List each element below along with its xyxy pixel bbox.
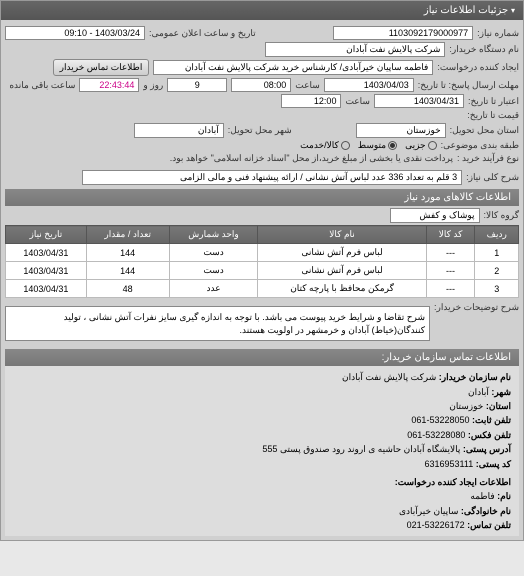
city-field: آبادان xyxy=(134,123,224,138)
contact-section: نام سازمان خریدار: شرکت پالایش نفت آبادا… xyxy=(5,366,519,536)
province-field: خوزستان xyxy=(356,123,446,138)
contact-buyer-button[interactable]: اطلاعات تماس خریدار xyxy=(53,59,150,76)
deadline-date-field: 1403/04/03 xyxy=(324,78,414,92)
classification-label: طبقه بندی موضوعی: xyxy=(441,140,519,151)
conditions-text: شرح تقاضا و شرایط خرید پیوست می باشد. با… xyxy=(5,306,430,341)
process-label: نوع فرآیند خرید : xyxy=(457,153,519,164)
goods-table: ردیفکد کالانام کالاواحد شمارشتعداد / مقد… xyxy=(5,225,519,298)
request-no-field: 1103092179000977 xyxy=(333,26,473,40)
radio-partial[interactable]: جزیی xyxy=(405,140,437,151)
buyer-label: نام دستگاه خریدار: xyxy=(449,44,519,55)
chevron-icon: ▾ xyxy=(511,6,515,15)
table-header: نام کالا xyxy=(258,226,426,244)
buyer-field: شرکت پالایش نفت آبادان xyxy=(265,42,445,57)
announce-field: 1403/03/24 - 09:10 xyxy=(5,26,145,40)
validity-label: اعتبار تا تاریخ: xyxy=(468,96,519,107)
conditions-label: شرح توضیحات خریدار: xyxy=(434,302,519,313)
classification-radio-group: جزیی متوسط کالا/خدمت xyxy=(300,140,436,151)
main-panel: ▾ جزئیات اطلاعات نیاز شماره نیاز: 110309… xyxy=(0,0,524,541)
contact-section-header: اطلاعات تماس سازمان خریدار: xyxy=(5,349,519,366)
province-label: استان محل تحویل: xyxy=(450,125,519,136)
creator-label: ایجاد کننده درخواست: xyxy=(437,62,519,73)
panel-title: جزئیات اطلاعات نیاز xyxy=(424,5,508,16)
request-no-label: شماره نیاز: xyxy=(477,28,519,39)
time-label-1: ساعت xyxy=(295,80,320,91)
table-header: واحد شمارش xyxy=(169,226,258,244)
panel-header: ▾ جزئیات اطلاعات نیاز xyxy=(1,1,523,20)
group-label: گروه کالا: xyxy=(484,210,519,221)
city-label: شهر محل تحویل: xyxy=(228,125,292,136)
goods-section-header: اطلاعات کالاهای مورد نیاز xyxy=(5,189,519,206)
table-header: تعداد / مقدار xyxy=(86,226,169,244)
time-label-2: ساعت xyxy=(345,96,370,107)
need-label: شرح کلی نیاز: xyxy=(466,172,519,183)
table-header: کد کالا xyxy=(426,226,475,244)
validity-date-field: 1403/04/31 xyxy=(374,94,464,108)
table-row: 3---گرمکن محافظ با پارچه کتانعدد481403/0… xyxy=(6,280,519,298)
price-label: قیمت تا تاریخ: xyxy=(467,110,519,121)
remain-label: ساعت باقی مانده xyxy=(9,80,75,91)
process-text: پرداخت نقدی یا بخشی از مبلغ خرید،از محل … xyxy=(170,153,453,164)
days-label: روز و xyxy=(143,80,163,91)
remain-time-field: 22:43:44 xyxy=(79,78,139,92)
deadline-time-field: 08:00 xyxy=(231,78,291,92)
table-row: 2---لباس فرم آتش نشانیدست1441403/04/31 xyxy=(6,262,519,280)
table-header: تاریخ نیاز xyxy=(6,226,87,244)
radio-credit[interactable]: کالا/خدمت xyxy=(300,140,350,151)
days-field: 9 xyxy=(167,78,227,92)
need-field: 3 قلم به تعداد 336 عدد لباس آتش نشانی / … xyxy=(82,170,462,185)
validity-time-field: 12:00 xyxy=(281,94,341,108)
group-field: پوشاک و کفش xyxy=(390,208,480,223)
deadline-label: مهلت ارسال پاسخ: تا تاریخ: xyxy=(418,80,519,91)
table-row: 1---لباس فرم آتش نشانیدست1441403/04/31 xyxy=(6,244,519,262)
creator-field: فاطمه ساپیان خیرآبادی/ کارشناس خرید شرکت… xyxy=(153,60,433,75)
radio-medium[interactable]: متوسط xyxy=(358,140,397,151)
announce-label: تاریخ و ساعت اعلان عمومی: xyxy=(149,28,256,39)
table-header: ردیف xyxy=(475,226,519,244)
